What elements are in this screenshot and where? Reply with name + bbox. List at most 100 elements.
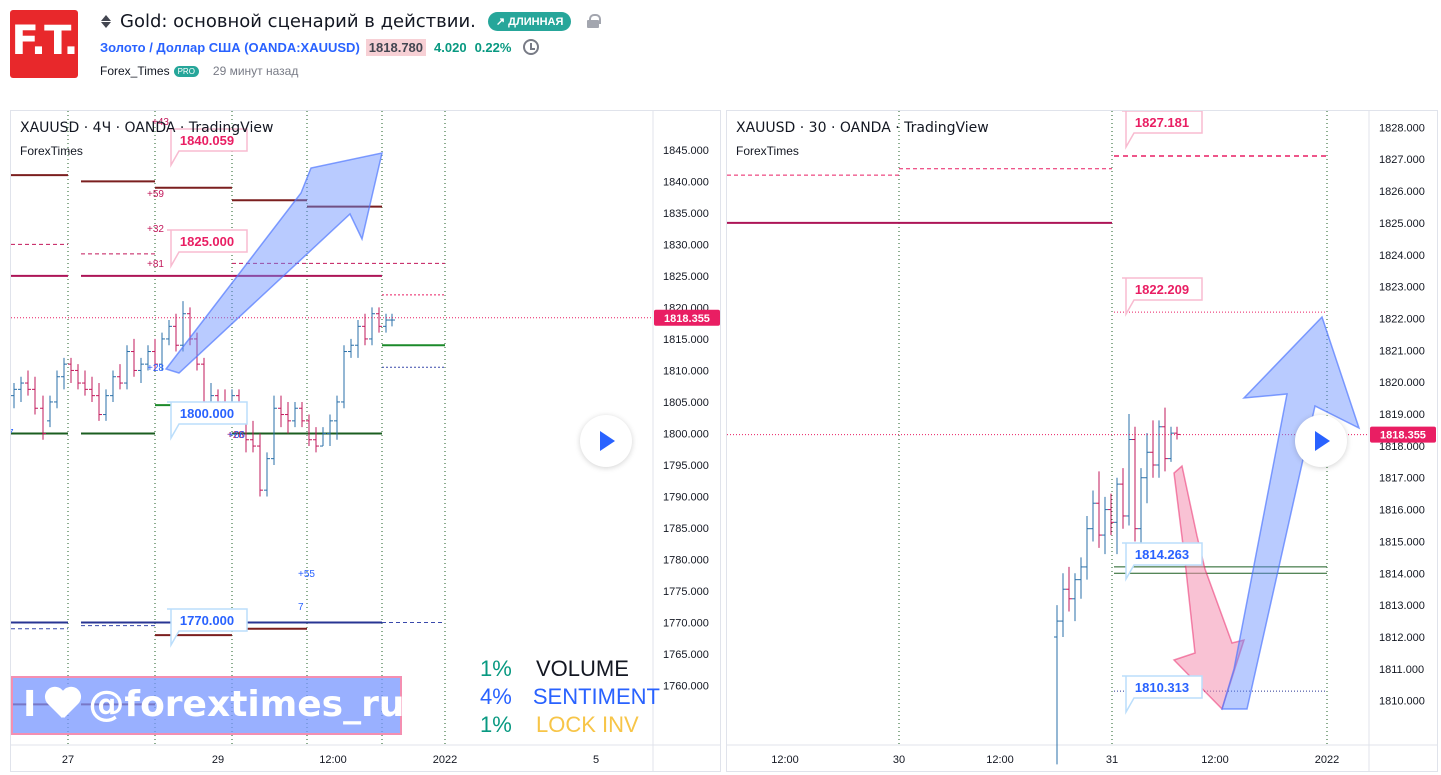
play-button[interactable] <box>1295 415 1347 467</box>
y-tick-label: 1845.000 <box>663 145 709 157</box>
stat-percent: 4% <box>480 684 512 709</box>
price-callout-box <box>1122 111 1203 150</box>
y-tick-label: 1780.000 <box>663 554 709 566</box>
y-tick-label: 1819.000 <box>1379 409 1425 421</box>
y-tick-label: 1810.000 <box>663 365 709 377</box>
bar-annotation: +81 <box>147 259 164 270</box>
pro-badge: PRO <box>173 65 199 77</box>
y-tick-label: 1828.000 <box>1379 122 1425 134</box>
watermark-prefix: I <box>23 684 37 725</box>
bullish-arrow <box>164 152 383 374</box>
price-callout-label: 1827.181 <box>1135 115 1189 130</box>
price-callout-box <box>1122 277 1203 317</box>
price-callout-label: 1810.313 <box>1135 680 1189 695</box>
last-price-label: 1818.355 <box>1380 430 1426 442</box>
y-tick-label: 1826.000 <box>1379 186 1425 198</box>
stat-row: 1% VOLUME <box>480 655 660 683</box>
bar-annotation: +28 <box>227 430 244 441</box>
alarm-clock-icon[interactable] <box>523 39 540 55</box>
publish-time: 29 минут назад <box>212 64 299 78</box>
price-callout-box <box>167 229 248 269</box>
price-callout-label: 1814.263 <box>1135 547 1189 562</box>
bullish-arrow <box>1220 315 1361 710</box>
bar-annotation: 7 <box>11 428 14 439</box>
y-tick-label: 1818.000 <box>1379 441 1425 453</box>
brand-logo[interactable]: F.T. <box>10 10 79 78</box>
x-tick-label: 2022 <box>433 754 457 766</box>
y-tick-label: 1840.000 <box>663 176 709 188</box>
y-tick-label: 1825.000 <box>663 271 709 283</box>
bar-annotation: +55 <box>298 569 315 580</box>
lock-icon <box>587 14 602 28</box>
price-callout-box <box>167 401 248 441</box>
y-tick-label: 1805.000 <box>663 397 709 409</box>
author-link[interactable]: Forex_Times <box>100 64 170 78</box>
y-tick-label: 1812.000 <box>1379 632 1425 644</box>
price-callout-box <box>1122 542 1203 582</box>
last-price-tag <box>654 309 720 326</box>
y-tick-label: 1824.000 <box>1379 250 1425 262</box>
y-tick-label: 1814.000 <box>1379 568 1425 580</box>
stat-percent: 1% <box>480 712 512 737</box>
y-tick-label: 1813.000 <box>1379 600 1425 612</box>
x-tick-label: 31 <box>1106 754 1118 766</box>
author-row: Forex_Times PRO 29 минут назад <box>100 63 298 79</box>
left-chart-legend: XAUUSD · 4Ч · OANDA · TradingView <box>20 120 274 136</box>
right-chart-panel[interactable]: 1828.000 1827.000 1826.000 1825.000 1824.000… <box>726 110 1438 772</box>
price-callout-box <box>167 128 248 168</box>
current-price: 1818.780 <box>365 38 427 56</box>
y-tick-label: 1821.000 <box>1379 345 1425 357</box>
x-tick-label: 5 <box>593 754 599 766</box>
y-tick-label: 1827.000 <box>1379 154 1425 166</box>
price-callout-label: 1770.000 <box>180 613 234 628</box>
y-tick-label: 1795.000 <box>663 460 709 472</box>
stats-legend: 1% VOLUME 4% SENTIMENT 1% LOCK INV <box>480 655 660 739</box>
x-tick-label: 12:00 <box>986 754 1014 766</box>
price-callout-box <box>1122 675 1203 715</box>
y-tick-label: 1823.000 <box>1379 282 1425 294</box>
bar-annotation: +59 <box>147 189 164 200</box>
price-callout-label: 1800.000 <box>180 406 234 421</box>
y-tick-label: 1817.000 <box>1379 473 1425 485</box>
y-tick-label: 1811.000 <box>1379 664 1424 676</box>
left-chart-canvas[interactable]: 1845.000 1840.000 1835.000 1830.000 1825.000… <box>11 111 721 772</box>
sort-arrows-icon[interactable] <box>100 13 112 29</box>
watermark-handle: @forextimes_ru <box>88 684 405 725</box>
stat-row: 1% LOCK INV <box>480 711 660 739</box>
stat-label: VOLUME <box>536 656 629 681</box>
price-callout-label: 1822.209 <box>1135 282 1189 297</box>
x-tick-label: 30 <box>893 754 905 766</box>
logo-text: F.T. <box>11 18 78 64</box>
y-tick-label: 1760.000 <box>663 680 709 692</box>
x-tick-label: 12:00 <box>319 754 347 766</box>
x-tick-label: 12:00 <box>1201 754 1229 766</box>
bar-annotation: +28 <box>147 363 164 374</box>
long-badge: ↗ ДЛИННАЯ <box>487 11 572 31</box>
right-chart-canvas[interactable]: 1828.000 1827.000 1826.000 1825.000 1824.000… <box>727 111 1438 772</box>
right-chart-sublegend: ForexTimes <box>736 144 799 158</box>
x-tick-label: 29 <box>212 754 224 766</box>
symbol-row: Золото / Доллар США (OANDA:XAUUSD) 1818.… <box>100 38 540 56</box>
last-price-label: 1818.355 <box>664 313 710 325</box>
bar-annotation: +66 <box>228 430 245 441</box>
y-tick-label: 1775.000 <box>663 586 709 598</box>
idea-title-row: Gold: основной сценарий в действии. ↗ ДЛ… <box>100 9 602 33</box>
x-tick-label: 12:00 <box>771 754 799 766</box>
heart-icon <box>44 688 80 718</box>
y-tick-label: 1825.000 <box>1379 218 1425 230</box>
watermark-banner: I @forextimes_ru <box>11 676 405 735</box>
y-tick-label: 1790.000 <box>663 491 709 503</box>
y-tick-label: 1770.000 <box>663 617 709 629</box>
stat-label: LOCK INV <box>536 712 639 737</box>
left-chart-panel[interactable]: 1845.000 1840.000 1835.000 1830.000 1825.000… <box>10 110 721 772</box>
y-tick-label: 1765.000 <box>663 649 709 661</box>
y-tick-label: 1800.000 <box>663 428 709 440</box>
price-callout-box <box>167 608 248 648</box>
y-tick-label: 1816.000 <box>1379 505 1425 517</box>
bar-annotation: +43 <box>152 117 169 128</box>
symbol-link[interactable]: Золото / Доллар США (OANDA:XAUUSD) <box>100 39 360 55</box>
idea-title: Gold: основной сценарий в действии. <box>120 10 476 32</box>
y-tick-label: 1785.000 <box>663 523 709 535</box>
play-button[interactable] <box>580 415 632 467</box>
stat-label: SENTIMENT <box>532 684 660 709</box>
